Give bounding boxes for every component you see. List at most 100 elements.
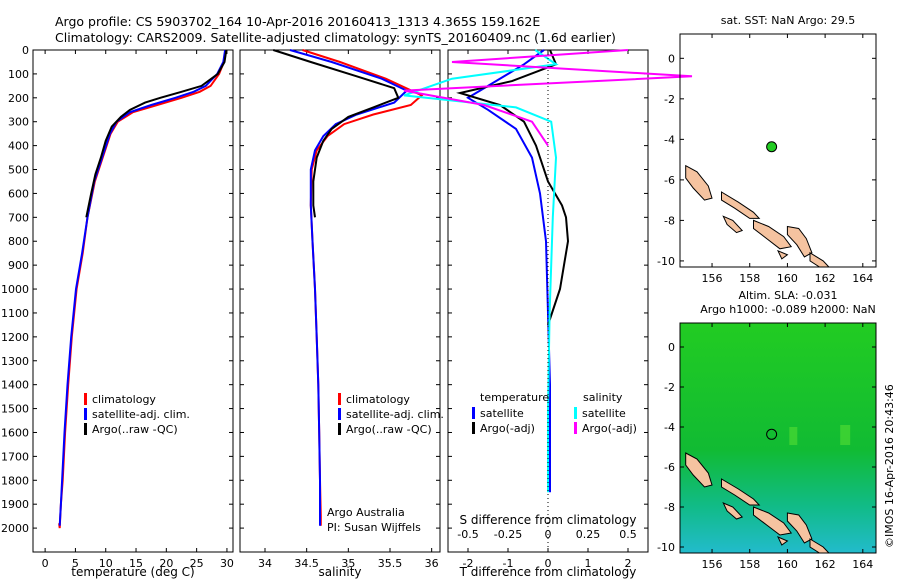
map-x-tick-label: 160 bbox=[777, 558, 798, 571]
s-diff-tick-label: 0.25 bbox=[576, 528, 601, 541]
map-x-tick-label: 156 bbox=[702, 558, 723, 571]
map-x-tick-label: 156 bbox=[702, 272, 723, 285]
legend-title-salinity: salinity bbox=[583, 391, 623, 404]
legend-label: Argo(..raw -QC) bbox=[346, 423, 432, 436]
map-y-tick-label: -8 bbox=[664, 501, 675, 514]
legend-swatch bbox=[84, 408, 87, 420]
x-tick-label: -1 bbox=[503, 557, 514, 570]
depth-tick-label: 1600 bbox=[1, 426, 29, 439]
depth-tick-label: 600 bbox=[8, 187, 29, 200]
map-y-tick-label: -6 bbox=[664, 174, 675, 187]
temp-legend: climatology satellite-adj. clim. Argo(..ra… bbox=[84, 393, 190, 436]
plot-frame bbox=[239, 49, 441, 553]
map-y-tick-label: -4 bbox=[664, 421, 675, 434]
depth-tick-label: 1300 bbox=[1, 355, 29, 368]
x-axis-label: temperature (deg C) bbox=[71, 565, 194, 579]
depth-tick-label: 800 bbox=[8, 235, 29, 248]
depth-tick-label: 1500 bbox=[1, 403, 29, 416]
x-axis-label: T difference from climatology bbox=[459, 565, 637, 579]
island bbox=[685, 452, 713, 488]
header-line-1: Argo profile: CS 5903702_164 10-Apr-2016… bbox=[55, 14, 541, 29]
sla-patch bbox=[840, 425, 851, 445]
legend-label: satellite bbox=[480, 407, 524, 420]
map-title: Argo h1000: -0.089 h2000: NaN bbox=[700, 303, 876, 316]
depth-tick-label: 100 bbox=[8, 68, 29, 81]
map-x-tick-label: 162 bbox=[815, 272, 836, 285]
series-line bbox=[85, 49, 228, 218]
credit-line-2: PI: Susan Wijffels bbox=[327, 521, 421, 534]
island bbox=[776, 536, 789, 546]
depth-tick-label: 1000 bbox=[1, 283, 29, 296]
island bbox=[753, 506, 793, 536]
legend-label: Argo(..raw -QC) bbox=[92, 423, 178, 436]
sst-map: sat. SST: NaN Argo: 29.5 156 158 160 162 164 0… bbox=[657, 14, 877, 285]
depth-tick-label: 1900 bbox=[1, 498, 29, 511]
sal-legend: climatology satellite-adj. clim. Argo(..ra… bbox=[338, 393, 444, 436]
legend-swatch bbox=[338, 393, 341, 405]
x-tick-label: 0 bbox=[545, 557, 552, 570]
island bbox=[721, 191, 761, 219]
map-x-tick-label: 158 bbox=[739, 558, 760, 571]
island bbox=[685, 164, 713, 201]
map-y-tick-label: -8 bbox=[664, 214, 675, 227]
x-tick-label: 2 bbox=[625, 557, 632, 570]
island bbox=[776, 249, 789, 260]
x-tick-label: 25 bbox=[190, 557, 204, 570]
series-line bbox=[403, 49, 559, 493]
watermark: ©IMOS 16-Apr-2016 20:43:46 bbox=[883, 384, 896, 548]
map-y-tick-label: -10 bbox=[657, 255, 675, 268]
map-title: Altim. SLA: -0.031 bbox=[738, 289, 837, 302]
depth-tick-label: 0 bbox=[22, 44, 29, 57]
depth-tick-label: 400 bbox=[8, 140, 29, 153]
diff-legend: temperature salinity satellite Argo(-adj) sa… bbox=[472, 391, 637, 435]
series-line bbox=[289, 49, 409, 526]
legend-label: satellite-adj. clim. bbox=[346, 408, 444, 421]
island bbox=[722, 215, 744, 234]
map-y-tick-label: -6 bbox=[664, 461, 675, 474]
s-diff-tick-label: -0.5 bbox=[457, 528, 478, 541]
legend-swatch bbox=[472, 407, 475, 419]
depth-tick-label: 300 bbox=[8, 116, 29, 129]
legend-swatch bbox=[574, 422, 577, 434]
depth-tick-label: 1800 bbox=[1, 474, 29, 487]
s-diff-tick-label: -0.25 bbox=[494, 528, 522, 541]
depth-tick-label: 1400 bbox=[1, 379, 29, 392]
series-line bbox=[403, 49, 693, 147]
depth-tick-label: 1700 bbox=[1, 450, 29, 463]
x-tick-label: 35 bbox=[341, 557, 355, 570]
map-x-tick-label: 158 bbox=[739, 272, 760, 285]
legend-title-temperature: temperature bbox=[480, 391, 549, 404]
s-diff-tick-label: 0.5 bbox=[619, 528, 637, 541]
sla-patch bbox=[789, 427, 798, 445]
panel_temp: 0 5 10 15 20 25 30 temperature (deg C) bbox=[32, 49, 234, 579]
x-tick-label: 15 bbox=[129, 557, 143, 570]
legend-label: Argo(-adj) bbox=[480, 422, 535, 435]
map-y-tick-label: 0 bbox=[668, 52, 675, 65]
map-y-tick-label: 0 bbox=[668, 341, 675, 354]
x-tick-label: 1 bbox=[585, 557, 592, 570]
depth-tick-label: 2000 bbox=[1, 522, 29, 535]
legend-label: satellite-adj. clim. bbox=[92, 408, 190, 421]
map-title: sat. SST: NaN Argo: 29.5 bbox=[721, 14, 855, 27]
map-frame bbox=[679, 322, 877, 554]
x-tick-label: 20 bbox=[159, 557, 173, 570]
map-x-tick-label: 160 bbox=[777, 272, 798, 285]
series-line bbox=[58, 49, 227, 529]
x-tick-label: 0 bbox=[42, 557, 49, 570]
legend-label: climatology bbox=[346, 393, 410, 406]
island bbox=[721, 478, 761, 506]
x-tick-label: 36 bbox=[425, 557, 439, 570]
island bbox=[786, 512, 813, 544]
legend-label: climatology bbox=[92, 393, 156, 406]
s-difference-label: S difference from climatology bbox=[460, 513, 637, 527]
argo-float-marker bbox=[766, 141, 778, 153]
island bbox=[722, 502, 744, 520]
s-diff-tick-label: 0 bbox=[545, 528, 552, 541]
plot-frame bbox=[32, 49, 234, 553]
legend-swatch bbox=[472, 422, 475, 434]
map-y-tick-label: -10 bbox=[657, 541, 675, 554]
x-tick-label: 34 bbox=[258, 557, 272, 570]
island bbox=[809, 251, 831, 268]
